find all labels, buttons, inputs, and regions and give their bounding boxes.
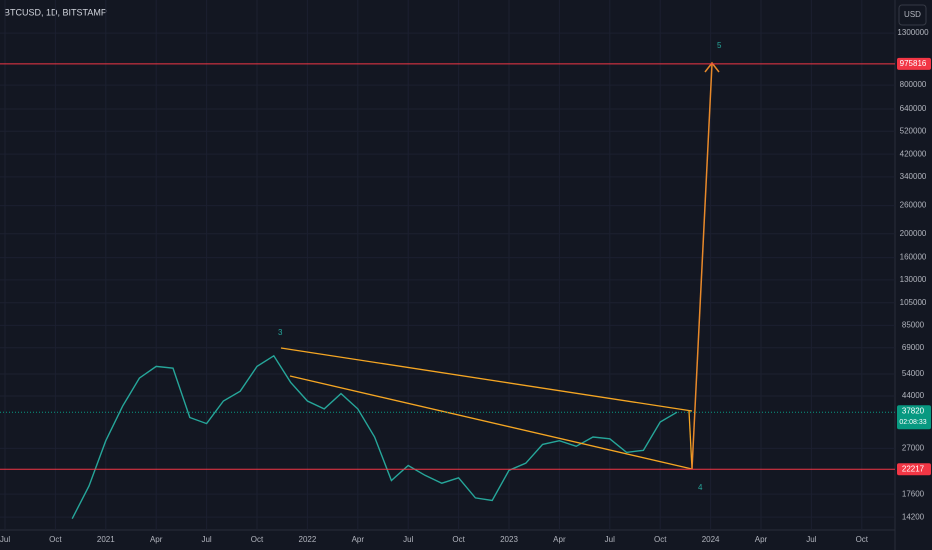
price-label: 85000 <box>902 321 925 330</box>
time-label: Jul <box>605 535 615 544</box>
price-label: 800000 <box>900 80 927 89</box>
price-label: 520000 <box>900 126 927 135</box>
countdown: 02:08:33 <box>899 419 926 426</box>
time-label: 2023 <box>500 535 518 544</box>
price-label: 1300000 <box>897 28 929 37</box>
time-label: Oct <box>452 535 465 544</box>
wave-label: 3 <box>278 328 283 337</box>
price-tag <box>897 463 931 476</box>
price-label: 420000 <box>900 149 927 158</box>
wave-label: 5 <box>717 41 722 50</box>
time-label: Oct <box>49 535 62 544</box>
time-label: Oct <box>654 535 667 544</box>
price-label: 27000 <box>902 443 925 452</box>
time-label: 2021 <box>97 535 115 544</box>
price-label: 54000 <box>902 369 925 378</box>
time-label: Jul <box>201 535 211 544</box>
wave-label: 4 <box>698 483 703 492</box>
time-label: 2024 <box>702 535 720 544</box>
price-tag-label: 22217 <box>902 464 925 473</box>
price-label: 640000 <box>900 104 927 113</box>
time-label: Apr <box>553 535 566 544</box>
price-tag-label: 37820 <box>902 406 925 415</box>
price-label: 340000 <box>900 172 927 181</box>
currency-button[interactable] <box>898 4 927 26</box>
time-label: Apr <box>352 535 365 544</box>
drawings <box>280 61 720 470</box>
price-label: 260000 <box>900 201 927 210</box>
time-label: 2022 <box>299 535 317 544</box>
time-label: Jul <box>806 535 816 544</box>
trendline <box>688 410 693 470</box>
arrow-head <box>704 61 720 73</box>
price-label: 69000 <box>902 343 925 352</box>
trendline <box>280 347 693 412</box>
price-tag <box>897 405 931 430</box>
time-label: Oct <box>856 535 869 544</box>
price-label: 160000 <box>900 253 927 262</box>
time-label: Oct <box>251 535 264 544</box>
price-label: 105000 <box>900 298 927 307</box>
currency[interactable]: USD <box>904 10 921 19</box>
price-tag-label: 975816 <box>900 59 927 68</box>
trendline <box>289 375 693 470</box>
price-label: 17600 <box>902 489 925 498</box>
time-label: Jul <box>0 535 10 544</box>
price-line <box>71 354 678 520</box>
price-label: 44000 <box>902 391 925 400</box>
time-label: Jul <box>403 535 413 544</box>
time-label: Apr <box>755 535 768 544</box>
price-tag <box>897 57 931 70</box>
price-label: 200000 <box>900 229 927 238</box>
price-label: 130000 <box>900 275 927 284</box>
time-label: Apr <box>150 535 163 544</box>
arrow <box>691 63 713 470</box>
price-label: 14200 <box>902 512 925 521</box>
